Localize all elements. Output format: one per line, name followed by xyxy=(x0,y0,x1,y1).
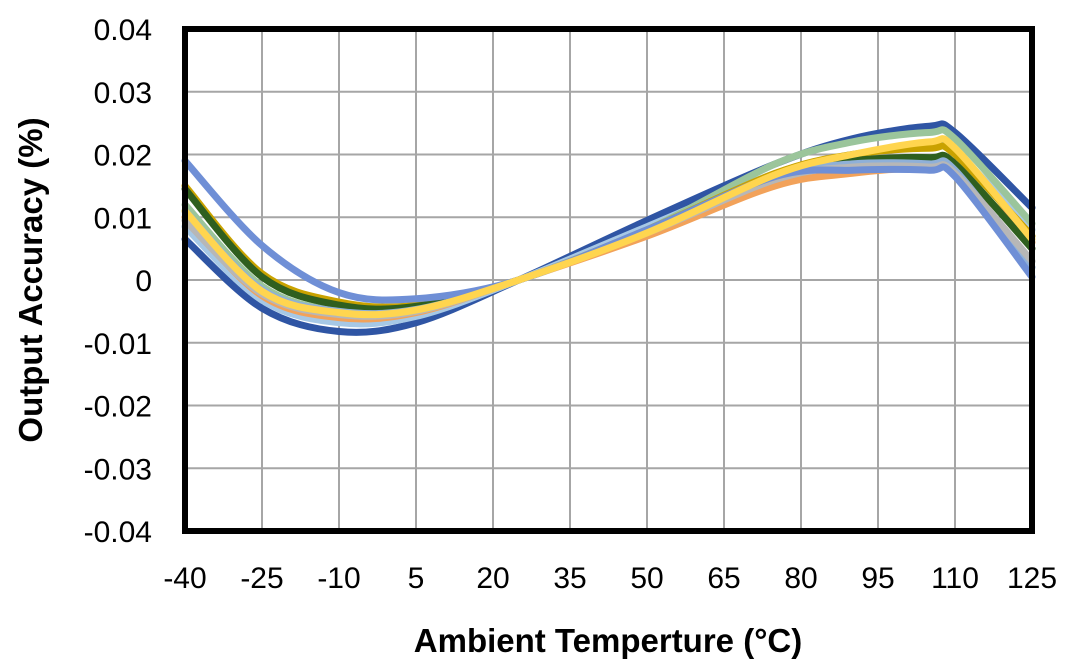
plot-frame xyxy=(182,26,1035,534)
y-tick-label: 0.02 xyxy=(94,140,152,173)
x-tick-label: 65 xyxy=(707,562,740,595)
x-axis-title: Ambient Temperture (°C) xyxy=(414,622,802,659)
y-tick-label: 0.04 xyxy=(94,14,152,47)
y-tick-label: 0.03 xyxy=(94,77,152,110)
x-tick-label: 80 xyxy=(784,562,817,595)
x-tick-label: 50 xyxy=(630,562,663,595)
x-tick-label: 20 xyxy=(476,562,509,595)
y-tick-labels: 0.04 0.03 0.02 0.01 0 -0.01 -0.02 -0.03 -0.04 xyxy=(84,14,152,549)
x-tick-label: 35 xyxy=(553,562,586,595)
y-tick-label: 0.01 xyxy=(94,202,152,235)
series-line xyxy=(181,120,1036,336)
x-tick-label: 95 xyxy=(861,562,894,595)
series-line xyxy=(181,135,1036,319)
y-tick-label: -0.01 xyxy=(84,328,152,361)
y-tick-label: -0.02 xyxy=(84,391,152,424)
x-tick-label: -10 xyxy=(317,562,360,595)
y-tick-label: -0.03 xyxy=(84,453,152,486)
x-tick-label: 125 xyxy=(1007,562,1057,595)
series-line xyxy=(181,151,1036,313)
x-tick-label: 5 xyxy=(408,562,425,595)
y-tick-label: -0.04 xyxy=(84,516,152,549)
y-axis-title: Output Accuracy (%) xyxy=(12,117,49,442)
x-tick-labels: -40 -25 -10 5 20 35 50 65 80 95 110 125 xyxy=(163,562,1057,595)
series-layer xyxy=(181,120,1036,336)
y-tick-label: 0 xyxy=(135,265,152,298)
x-tick-label: -40 xyxy=(163,562,206,595)
x-tick-label: 110 xyxy=(931,562,979,595)
x-tick-label: -25 xyxy=(240,562,283,595)
